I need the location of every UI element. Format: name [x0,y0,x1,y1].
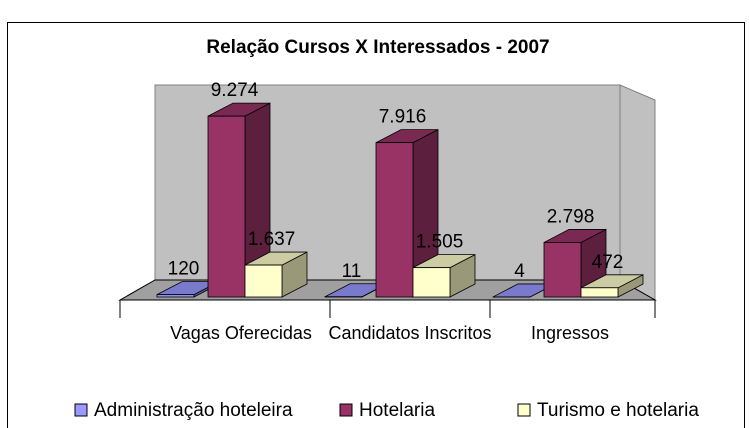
legend-swatch [517,403,531,417]
legend-swatch [74,403,88,417]
bar [156,294,195,298]
data-label: 1.637 [248,229,296,250]
x-tick-label: Vagas Oferecidas [170,323,312,343]
bar [412,267,451,298]
bar [207,115,246,298]
bar [543,242,582,298]
data-label: 4 [514,261,525,282]
bar [244,264,283,298]
data-label: 9.274 [211,80,259,101]
data-label: 7.916 [379,107,427,128]
data-label: 120 [168,259,200,280]
data-label: 472 [592,252,624,273]
x-tick-label: Candidatos Inscritos [328,323,492,343]
side-wall [619,84,656,301]
bar [375,142,414,298]
bar [580,287,619,298]
data-label: 2.798 [547,206,595,227]
legend-label: Hotelaria [359,400,435,421]
data-label: 1.505 [416,232,464,253]
legend-label: Turismo e hotelaria [537,400,699,421]
chart-title: Relação Cursos X Interessados - 2007 [206,37,549,58]
legend-label: Administração hoteleira [94,400,293,421]
legend-swatch [339,403,353,417]
x-tick-label: Ingressos [530,323,610,343]
data-label: 11 [342,261,362,282]
